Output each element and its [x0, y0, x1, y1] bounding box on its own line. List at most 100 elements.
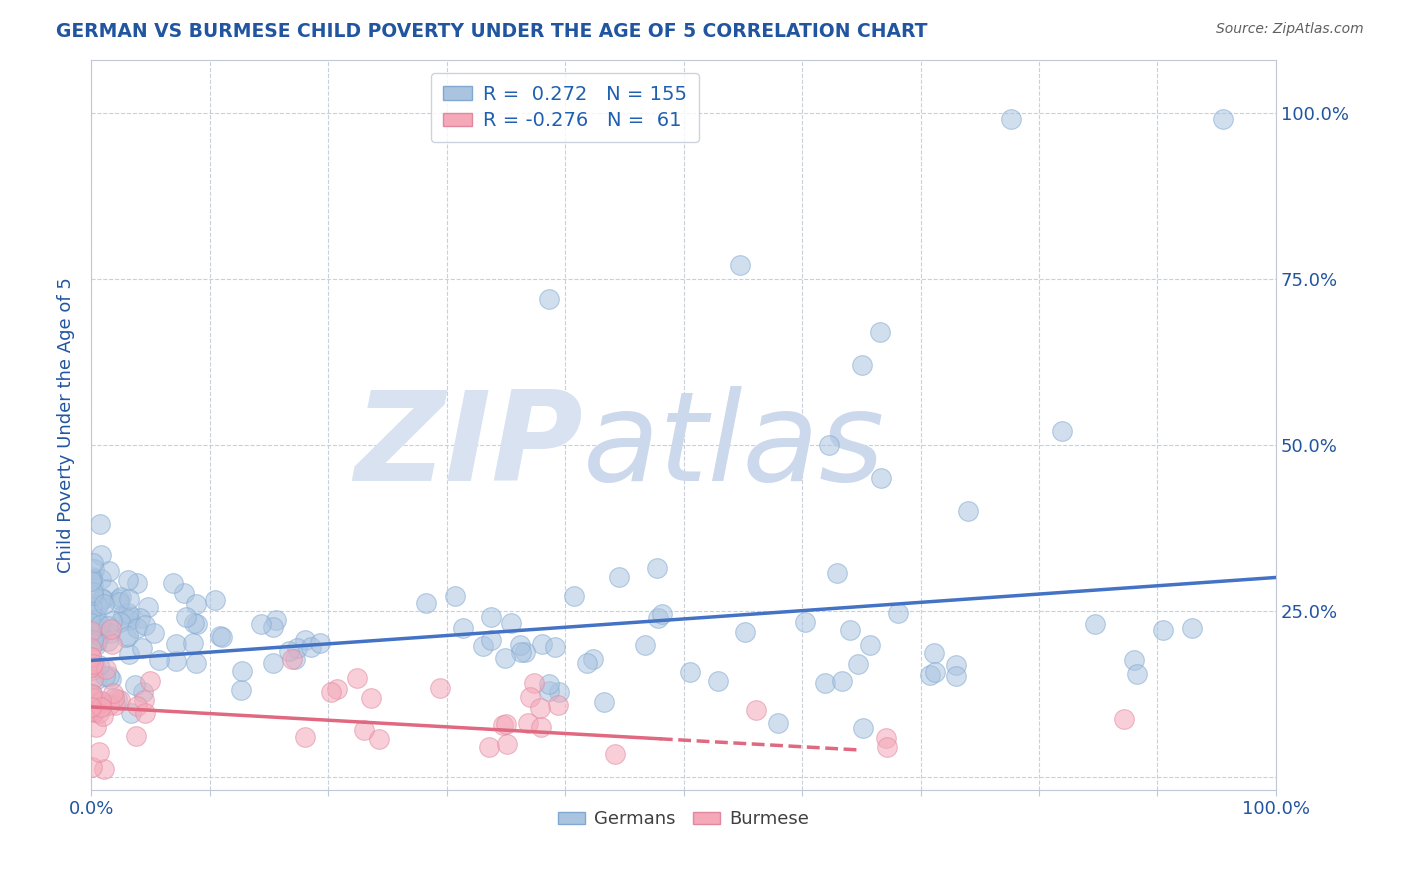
Point — [96, 662, 118, 676]
Point — [1114, 712, 1136, 726]
Point — [529, 701, 551, 715]
Point — [108, 591, 131, 606]
Point — [831, 673, 853, 688]
Point — [110, 590, 132, 604]
Point — [80, 699, 103, 714]
Point — [83, 705, 105, 719]
Point — [97, 582, 120, 596]
Point — [93, 762, 115, 776]
Point — [495, 737, 517, 751]
Point — [86, 622, 108, 636]
Text: atlas: atlas — [583, 386, 884, 508]
Point — [132, 685, 155, 699]
Point — [118, 647, 141, 661]
Point — [728, 259, 751, 273]
Point — [869, 325, 891, 339]
Point — [82, 657, 104, 671]
Point — [90, 696, 112, 710]
Legend: Germans, Burmese: Germans, Burmese — [551, 803, 817, 836]
Point — [548, 684, 571, 698]
Point — [80, 660, 103, 674]
Point — [592, 695, 614, 709]
Point — [186, 617, 208, 632]
Point — [80, 760, 103, 774]
Point — [494, 651, 516, 665]
Point — [839, 623, 862, 637]
Point — [98, 698, 121, 712]
Point — [84, 638, 107, 652]
Point — [134, 618, 156, 632]
Text: ZIP: ZIP — [354, 386, 583, 508]
Point — [87, 706, 110, 720]
Point — [90, 699, 112, 714]
Point — [173, 586, 195, 600]
Point — [83, 660, 105, 674]
Point — [576, 656, 599, 670]
Point — [82, 687, 104, 701]
Point — [523, 676, 546, 690]
Point — [510, 645, 533, 659]
Point — [90, 549, 112, 563]
Point — [82, 589, 104, 603]
Point — [250, 617, 273, 632]
Point — [114, 630, 136, 644]
Point — [262, 656, 284, 670]
Point — [181, 636, 204, 650]
Point — [108, 615, 131, 629]
Point — [80, 624, 103, 638]
Y-axis label: Child Poverty Under the Age of 5: Child Poverty Under the Age of 5 — [58, 277, 75, 573]
Point — [1125, 667, 1147, 681]
Point — [231, 665, 253, 679]
Point — [101, 686, 124, 700]
Point — [444, 590, 467, 604]
Point — [204, 593, 226, 607]
Point — [360, 690, 382, 705]
Point — [80, 574, 103, 589]
Point — [165, 637, 187, 651]
Point — [846, 657, 869, 671]
Point — [136, 599, 159, 614]
Point — [679, 665, 702, 679]
Point — [309, 636, 332, 650]
Point — [93, 598, 115, 612]
Point — [82, 696, 104, 710]
Point — [1052, 425, 1074, 439]
Point — [94, 669, 117, 683]
Point — [108, 692, 131, 706]
Point — [165, 654, 187, 668]
Point — [183, 616, 205, 631]
Point — [562, 589, 585, 603]
Point — [82, 687, 104, 701]
Point — [875, 731, 897, 745]
Point — [80, 650, 103, 665]
Point — [813, 676, 835, 690]
Point — [120, 706, 142, 720]
Point — [118, 592, 141, 607]
Point — [825, 566, 848, 580]
Point — [112, 608, 135, 623]
Point — [284, 652, 307, 666]
Point — [495, 716, 517, 731]
Point — [945, 658, 967, 673]
Point — [86, 633, 108, 648]
Point — [429, 681, 451, 695]
Point — [134, 706, 156, 721]
Point — [89, 618, 111, 632]
Point — [547, 698, 569, 712]
Point — [80, 650, 103, 665]
Point — [607, 570, 630, 584]
Point — [87, 628, 110, 642]
Point — [86, 612, 108, 626]
Text: Source: ZipAtlas.com: Source: ZipAtlas.com — [1216, 22, 1364, 37]
Point — [707, 673, 730, 688]
Point — [538, 677, 561, 691]
Point — [211, 630, 233, 644]
Point — [117, 573, 139, 587]
Point — [82, 632, 104, 647]
Point — [124, 678, 146, 692]
Point — [98, 564, 121, 578]
Point — [82, 578, 104, 592]
Point — [90, 694, 112, 708]
Point — [132, 693, 155, 707]
Point — [86, 697, 108, 711]
